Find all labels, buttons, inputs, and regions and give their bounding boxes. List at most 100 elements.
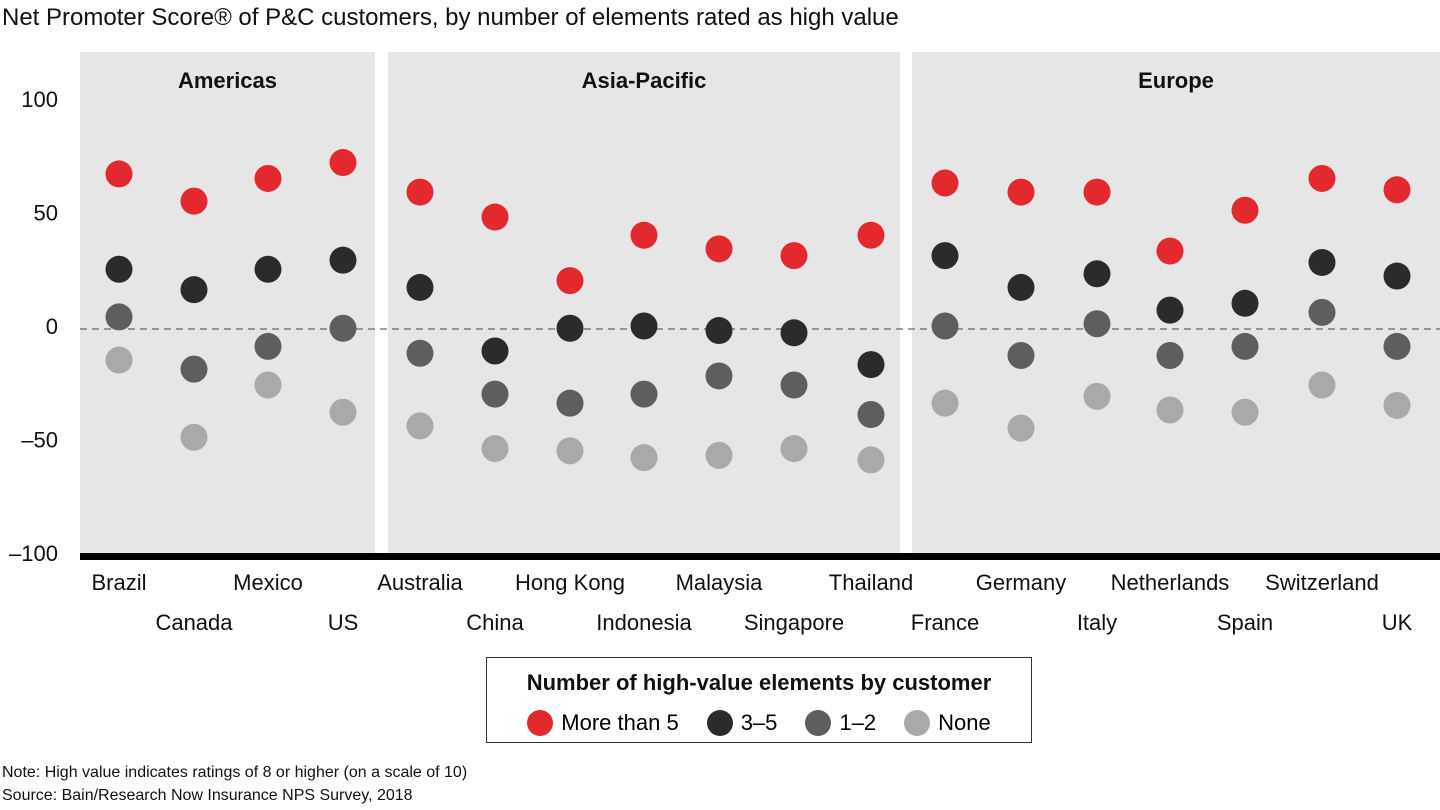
data-point: [481, 203, 509, 231]
data-point: [180, 187, 208, 215]
legend-item: 3–5: [706, 710, 777, 736]
data-point: [406, 178, 434, 206]
chart-title: Net Promoter Score® of P&C customers, by…: [2, 4, 899, 31]
source-text: Source: Bain/Research Now Insurance NPS …: [2, 787, 413, 804]
x-tick-label: Switzerland: [1265, 570, 1379, 595]
data-point: [329, 398, 357, 426]
y-tick-label: 0: [46, 314, 58, 339]
legend-swatch: [527, 710, 554, 736]
data-point: [556, 314, 584, 342]
data-point: [556, 437, 584, 465]
data-point: [1007, 273, 1035, 301]
data-point: [1007, 414, 1035, 442]
data-point: [180, 423, 208, 451]
data-point: [1156, 396, 1184, 424]
legend-item: 1–2: [805, 710, 876, 736]
note-text: Note: High value indicates ratings of 8 …: [2, 764, 468, 781]
y-tick-label: 50: [34, 201, 58, 226]
legend-swatch: [904, 710, 931, 736]
x-axis-baseline: [80, 553, 1440, 560]
data-point: [1007, 342, 1035, 370]
data-point: [1083, 178, 1111, 206]
x-tick-label: Brazil: [91, 570, 146, 595]
data-point: [406, 412, 434, 440]
data-point: [1083, 382, 1111, 410]
legend: Number of high-value elements by custome…: [486, 657, 1032, 743]
data-point: [329, 314, 357, 342]
panel-background: [388, 52, 900, 554]
legend-label: More than 5: [561, 710, 679, 735]
data-point: [481, 435, 509, 463]
data-point: [1007, 178, 1035, 206]
legend-item: None: [904, 710, 991, 736]
data-point: [180, 355, 208, 383]
x-tick-label: Australia: [377, 570, 463, 595]
data-point: [857, 401, 885, 429]
data-point: [705, 441, 733, 469]
data-point: [1308, 248, 1336, 276]
data-point: [857, 351, 885, 379]
data-point: [780, 242, 808, 270]
data-point: [1156, 296, 1184, 324]
data-point: [556, 389, 584, 417]
data-point: [1308, 164, 1336, 192]
data-point: [857, 221, 885, 249]
data-point: [630, 380, 658, 408]
x-tick-label: Italy: [1077, 610, 1117, 635]
data-point: [1231, 289, 1259, 317]
data-point: [705, 235, 733, 263]
data-point: [1231, 332, 1259, 360]
data-point: [1383, 262, 1411, 290]
data-point: [254, 332, 282, 360]
data-point: [329, 149, 357, 177]
legend-swatch: [706, 710, 733, 736]
data-point: [556, 267, 584, 295]
legend-label: 1–2: [839, 710, 877, 735]
x-tick-label: Netherlands: [1111, 570, 1230, 595]
data-point: [329, 246, 357, 274]
x-tick-label: China: [466, 610, 524, 635]
data-point: [481, 337, 509, 365]
data-point: [705, 317, 733, 345]
x-tick-label: Malaysia: [676, 570, 764, 595]
x-tick-label: France: [911, 610, 979, 635]
data-point: [630, 221, 658, 249]
legend-item: More than 5: [527, 710, 679, 736]
x-tick-label: UK: [1382, 610, 1413, 635]
data-point: [1231, 398, 1259, 426]
data-point: [1383, 332, 1411, 360]
data-point: [931, 242, 959, 270]
x-tick-label: Canada: [155, 610, 233, 635]
data-point: [1383, 176, 1411, 204]
plot-area: Americas Asia-Pacific Europe 100 50 0 –50 –100 B…: [9, 52, 1440, 635]
data-point: [105, 255, 133, 283]
legend-swatch: [805, 710, 832, 736]
x-tick-label: Thailand: [829, 570, 913, 595]
data-point: [780, 371, 808, 399]
panel-title: Americas: [178, 68, 277, 93]
data-point: [406, 273, 434, 301]
data-point: [105, 346, 133, 374]
panel-background: [80, 52, 375, 554]
data-point: [1083, 260, 1111, 288]
x-tick-label: Indonesia: [596, 610, 692, 635]
data-point: [481, 380, 509, 408]
panel-title: Europe: [1138, 68, 1214, 93]
data-point: [931, 389, 959, 417]
y-tick-label: –50: [21, 428, 58, 453]
data-point: [630, 444, 658, 472]
data-point: [705, 362, 733, 390]
x-tick-label: Hong Kong: [515, 570, 625, 595]
x-tick-label: Mexico: [233, 570, 303, 595]
data-point: [931, 312, 959, 340]
data-point: [180, 276, 208, 304]
data-point: [1156, 342, 1184, 370]
data-point: [406, 339, 434, 367]
panel-title: Asia-Pacific: [582, 68, 707, 93]
data-point: [630, 312, 658, 340]
data-point: [1308, 298, 1336, 326]
y-tick-label: –100: [9, 541, 58, 566]
data-point: [254, 371, 282, 399]
data-point: [254, 255, 282, 283]
